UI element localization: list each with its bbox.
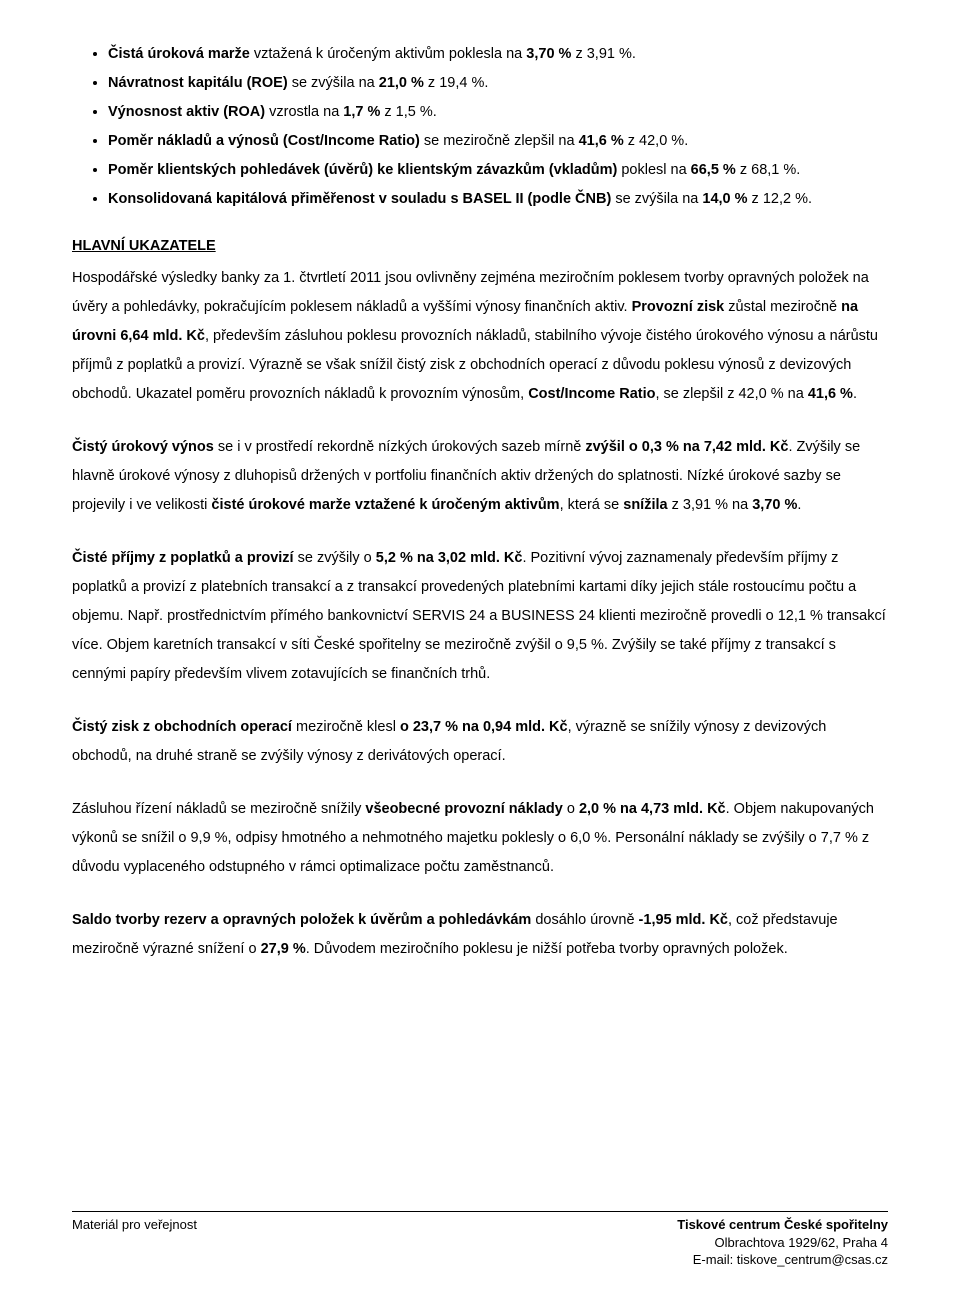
footer-rule (72, 1211, 888, 1212)
paragraph: Zásluhou řízení nákladů se meziročně sní… (72, 795, 888, 882)
text-run: o (563, 801, 579, 817)
text-run: meziročně klesl (292, 719, 400, 735)
footer-row: Materiál pro veřejnost Tiskové centrum Č… (72, 1216, 888, 1269)
text-bold: -1,95 mld. Kč (639, 912, 728, 928)
text-bold: 2,0 % na 4,73 mld. Kč (579, 801, 726, 817)
bullet-bold: Poměr klientských pohledávek (úvěrů) ke … (108, 162, 617, 178)
list-item: Konsolidovaná kapitálová přiměřenost v s… (108, 185, 888, 214)
bullet-bold: 21,0 % (379, 75, 424, 91)
text-bold: Čistý zisk z obchodních operací (72, 719, 292, 735)
bullet-bold: Konsolidovaná kapitálová přiměřenost v s… (108, 191, 611, 207)
list-item: Čistá úroková marže vztažená k úročeným … (108, 40, 888, 69)
text-bold: zvýšil o 0,3 % na 7,42 mld. Kč (585, 439, 788, 455)
text-run: se i v prostředí rekordně nízkých úrokov… (214, 439, 586, 455)
bullet-bold: 3,70 % (526, 46, 571, 62)
text-run: zůstal meziročně (724, 299, 841, 315)
text-bold: všeobecné provozní náklady (365, 801, 562, 817)
bullet-bold: Výnosnost aktiv (ROA) (108, 104, 265, 120)
bullet-text: se meziročně zlepšil na (420, 133, 579, 149)
footer-org: Tiskové centrum České spořitelny (677, 1216, 888, 1234)
bullet-text: vzrostla na (265, 104, 343, 120)
list-item: Poměr nákladů a výnosů (Cost/Income Rati… (108, 127, 888, 156)
paragraph: Čistý úrokový výnos se i v prostředí rek… (72, 433, 888, 520)
list-item: Poměr klientských pohledávek (úvěrů) ke … (108, 156, 888, 185)
bullet-text: z 68,1 %. (736, 162, 800, 178)
text-run: . Pozitivní vývoj zaznamenaly především … (72, 550, 886, 682)
bullet-bold: 1,7 % (343, 104, 380, 120)
text-bold: Provozní zisk (632, 299, 725, 315)
list-item: Výnosnost aktiv (ROA) vzrostla na 1,7 % … (108, 98, 888, 127)
bullet-text: se zvýšila na (611, 191, 702, 207)
text-run: dosáhlo úrovně (531, 912, 638, 928)
text-bold: 5,2 % na 3,02 mld. Kč (376, 550, 523, 566)
text-bold: Čistý úrokový výnos (72, 439, 214, 455)
page-footer: Materiál pro veřejnost Tiskové centrum Č… (72, 1211, 888, 1269)
text-run: . (797, 497, 801, 513)
bullet-text: z 1,5 %. (380, 104, 436, 120)
bullet-text: z 12,2 %. (748, 191, 812, 207)
text-run: , která se (560, 497, 624, 513)
paragraph: Saldo tvorby rezerv a opravných položek … (72, 906, 888, 964)
bullet-text: poklesl na (617, 162, 690, 178)
bullet-bold: Poměr nákladů a výnosů (Cost/Income Rati… (108, 133, 420, 149)
text-run: z 3,91 % na (668, 497, 753, 513)
footer-email: E-mail: tiskove_centrum@csas.cz (677, 1251, 888, 1269)
bullet-bold: Návratnost kapitálu (ROE) (108, 75, 288, 91)
bullet-bold: 41,6 % (579, 133, 624, 149)
bullet-bold: Čistá úroková marže (108, 46, 250, 62)
text-bold: Cost/Income Ratio (528, 386, 655, 402)
footer-right: Tiskové centrum České spořitelny Olbrach… (677, 1216, 888, 1269)
paragraph: Hospodářské výsledky banky za 1. čtvrtle… (72, 264, 888, 409)
paragraph: Čisté příjmy z poplatků a provizí se zvý… (72, 544, 888, 689)
footer-address: Olbrachtova 1929/62, Praha 4 (677, 1234, 888, 1252)
text-run: se zvýšily o (294, 550, 376, 566)
text-bold: čisté úrokové marže vztažené k úročeným … (211, 497, 559, 513)
text-bold: Saldo tvorby rezerv a opravných položek … (72, 912, 531, 928)
bullet-list: Čistá úroková marže vztažená k úročeným … (72, 40, 888, 214)
paragraph: Čistý zisk z obchodních operací meziročn… (72, 713, 888, 771)
bullet-text: se zvýšila na (288, 75, 379, 91)
bullet-text: z 42,0 %. (624, 133, 688, 149)
section-heading: HLAVNÍ UKAZATELE (72, 238, 888, 254)
bullet-text: z 3,91 %. (571, 46, 635, 62)
text-bold: 27,9 % (261, 941, 306, 957)
bullet-text: vztažená k úročeným aktivům poklesla na (250, 46, 526, 62)
bullet-bold: 14,0 % (702, 191, 747, 207)
text-run: . Důvodem meziročního poklesu je nižší p… (306, 941, 788, 957)
text-bold: Čisté příjmy z poplatků a provizí (72, 550, 294, 566)
bullet-text: z 19,4 %. (424, 75, 488, 91)
text-run: . (853, 386, 857, 402)
text-run: Zásluhou řízení nákladů se meziročně sní… (72, 801, 365, 817)
text-bold: 41,6 % (808, 386, 853, 402)
text-bold: snížila (623, 497, 667, 513)
page: Čistá úroková marže vztažená k úročeným … (0, 0, 960, 1289)
text-bold: o 23,7 % na 0,94 mld. Kč (400, 719, 568, 735)
text-run: , se zlepšil z 42,0 % na (655, 386, 807, 402)
footer-left: Materiál pro veřejnost (72, 1216, 197, 1234)
list-item: Návratnost kapitálu (ROE) se zvýšila na … (108, 69, 888, 98)
text-bold: 3,70 % (752, 497, 797, 513)
bullet-bold: 66,5 % (691, 162, 736, 178)
